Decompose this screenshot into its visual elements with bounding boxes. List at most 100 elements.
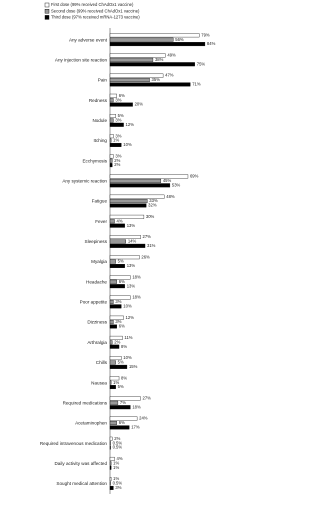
category-label: Any adverse event (69, 37, 108, 42)
value-label: 10% (123, 303, 132, 308)
legend-label: Second dose (99% received ChAdOx1 vaccin… (51, 8, 140, 13)
legend-swatch (44, 15, 50, 20)
value-label: 6% (119, 279, 125, 284)
category-label: Ecchymosis (82, 158, 107, 163)
value-label: 2% (114, 162, 120, 167)
value-label: 3% (115, 133, 121, 138)
category-label: Sleepiness (85, 239, 108, 244)
value-label: 79% (201, 32, 210, 37)
legend-label: Third dose (97% received mRNA-1273 vacci… (51, 15, 140, 20)
bar (109, 376, 120, 381)
value-label: 75% (197, 61, 206, 66)
bar (109, 223, 125, 228)
category-label: Any injection site reaction (55, 57, 108, 62)
bar (109, 239, 126, 244)
value-label: 6% (119, 93, 125, 98)
bar (109, 142, 122, 147)
bar (109, 385, 116, 390)
bar (109, 320, 114, 325)
category-label: Headache (86, 279, 107, 284)
category-label: Itching (93, 138, 107, 143)
category-label: Chills (96, 360, 108, 365)
value-label: 10% (123, 355, 132, 360)
value-label: 3% (115, 117, 121, 122)
category-label: Dizziness (87, 320, 107, 325)
value-label: 13% (127, 263, 136, 268)
bar (109, 284, 125, 289)
bar (109, 138, 112, 143)
bar (109, 102, 133, 107)
value-label: 5% (118, 384, 124, 389)
value-label: 14% (128, 239, 137, 244)
bar (109, 416, 138, 421)
bar (109, 344, 120, 349)
category-label: Poor appetite (80, 300, 108, 305)
bar (109, 199, 148, 204)
bar (109, 259, 116, 264)
category-label: Nodule (92, 118, 107, 123)
bar (109, 118, 114, 123)
value-label: 24% (139, 416, 148, 421)
category-label: Nausea (91, 380, 107, 385)
value-label: 18% (132, 295, 141, 300)
legend-label: First dose (99% received ChAdOx1 vaccine… (51, 2, 134, 7)
bar (109, 93, 117, 98)
category-label: Sought medical attention (56, 481, 107, 486)
value-label: 27% (143, 396, 152, 401)
bar (109, 456, 115, 461)
bar (109, 425, 130, 430)
bar (109, 396, 141, 401)
category-label: Pain (98, 78, 108, 83)
value-label: 26% (141, 254, 150, 259)
bar (109, 62, 195, 67)
value-label: 56% (175, 37, 184, 42)
value-label: 1% (113, 476, 119, 481)
value-label: 2% (114, 339, 120, 344)
bar (109, 264, 125, 268)
bar (109, 214, 145, 219)
bar (109, 275, 131, 280)
value-label: 15% (129, 364, 138, 369)
bar (109, 279, 117, 284)
value-label: 8% (121, 375, 127, 380)
value-label: 30% (146, 214, 155, 219)
bar (109, 485, 114, 490)
bar (109, 183, 171, 188)
value-label: 11% (124, 335, 132, 340)
value-label: 0.5% (113, 445, 123, 450)
bar (109, 158, 113, 163)
category-label: Daily activity was affected (54, 461, 107, 466)
bar (109, 37, 174, 42)
category-label: Redness (89, 98, 108, 103)
value-label: 47% (165, 73, 174, 78)
value-label: 0.5% (113, 481, 123, 486)
value-label: 71% (192, 82, 201, 87)
value-label: 13% (127, 283, 136, 288)
bar (109, 441, 111, 446)
bar (109, 98, 114, 103)
bar (109, 364, 128, 369)
value-label: 5% (118, 259, 124, 264)
value-label: 53% (172, 182, 181, 187)
bar (109, 465, 112, 470)
value-label: 12% (126, 315, 135, 320)
bar (109, 53, 166, 58)
value-label: 3% (115, 485, 121, 490)
bar (109, 134, 114, 139)
bar (109, 400, 119, 405)
value-label: 4% (117, 456, 123, 461)
bar (109, 82, 191, 87)
value-label: 3% (115, 153, 121, 158)
bar (109, 340, 113, 345)
value-label: 3% (115, 97, 121, 102)
value-label: 10% (123, 142, 132, 147)
value-label: 31% (147, 243, 156, 248)
bar (109, 154, 114, 159)
bar (109, 324, 117, 329)
bar (109, 42, 206, 47)
bar (109, 436, 113, 441)
category-label: Required medications (63, 400, 108, 405)
value-label: 27% (143, 234, 152, 239)
bar (109, 219, 115, 224)
value-label: 5% (118, 360, 124, 365)
